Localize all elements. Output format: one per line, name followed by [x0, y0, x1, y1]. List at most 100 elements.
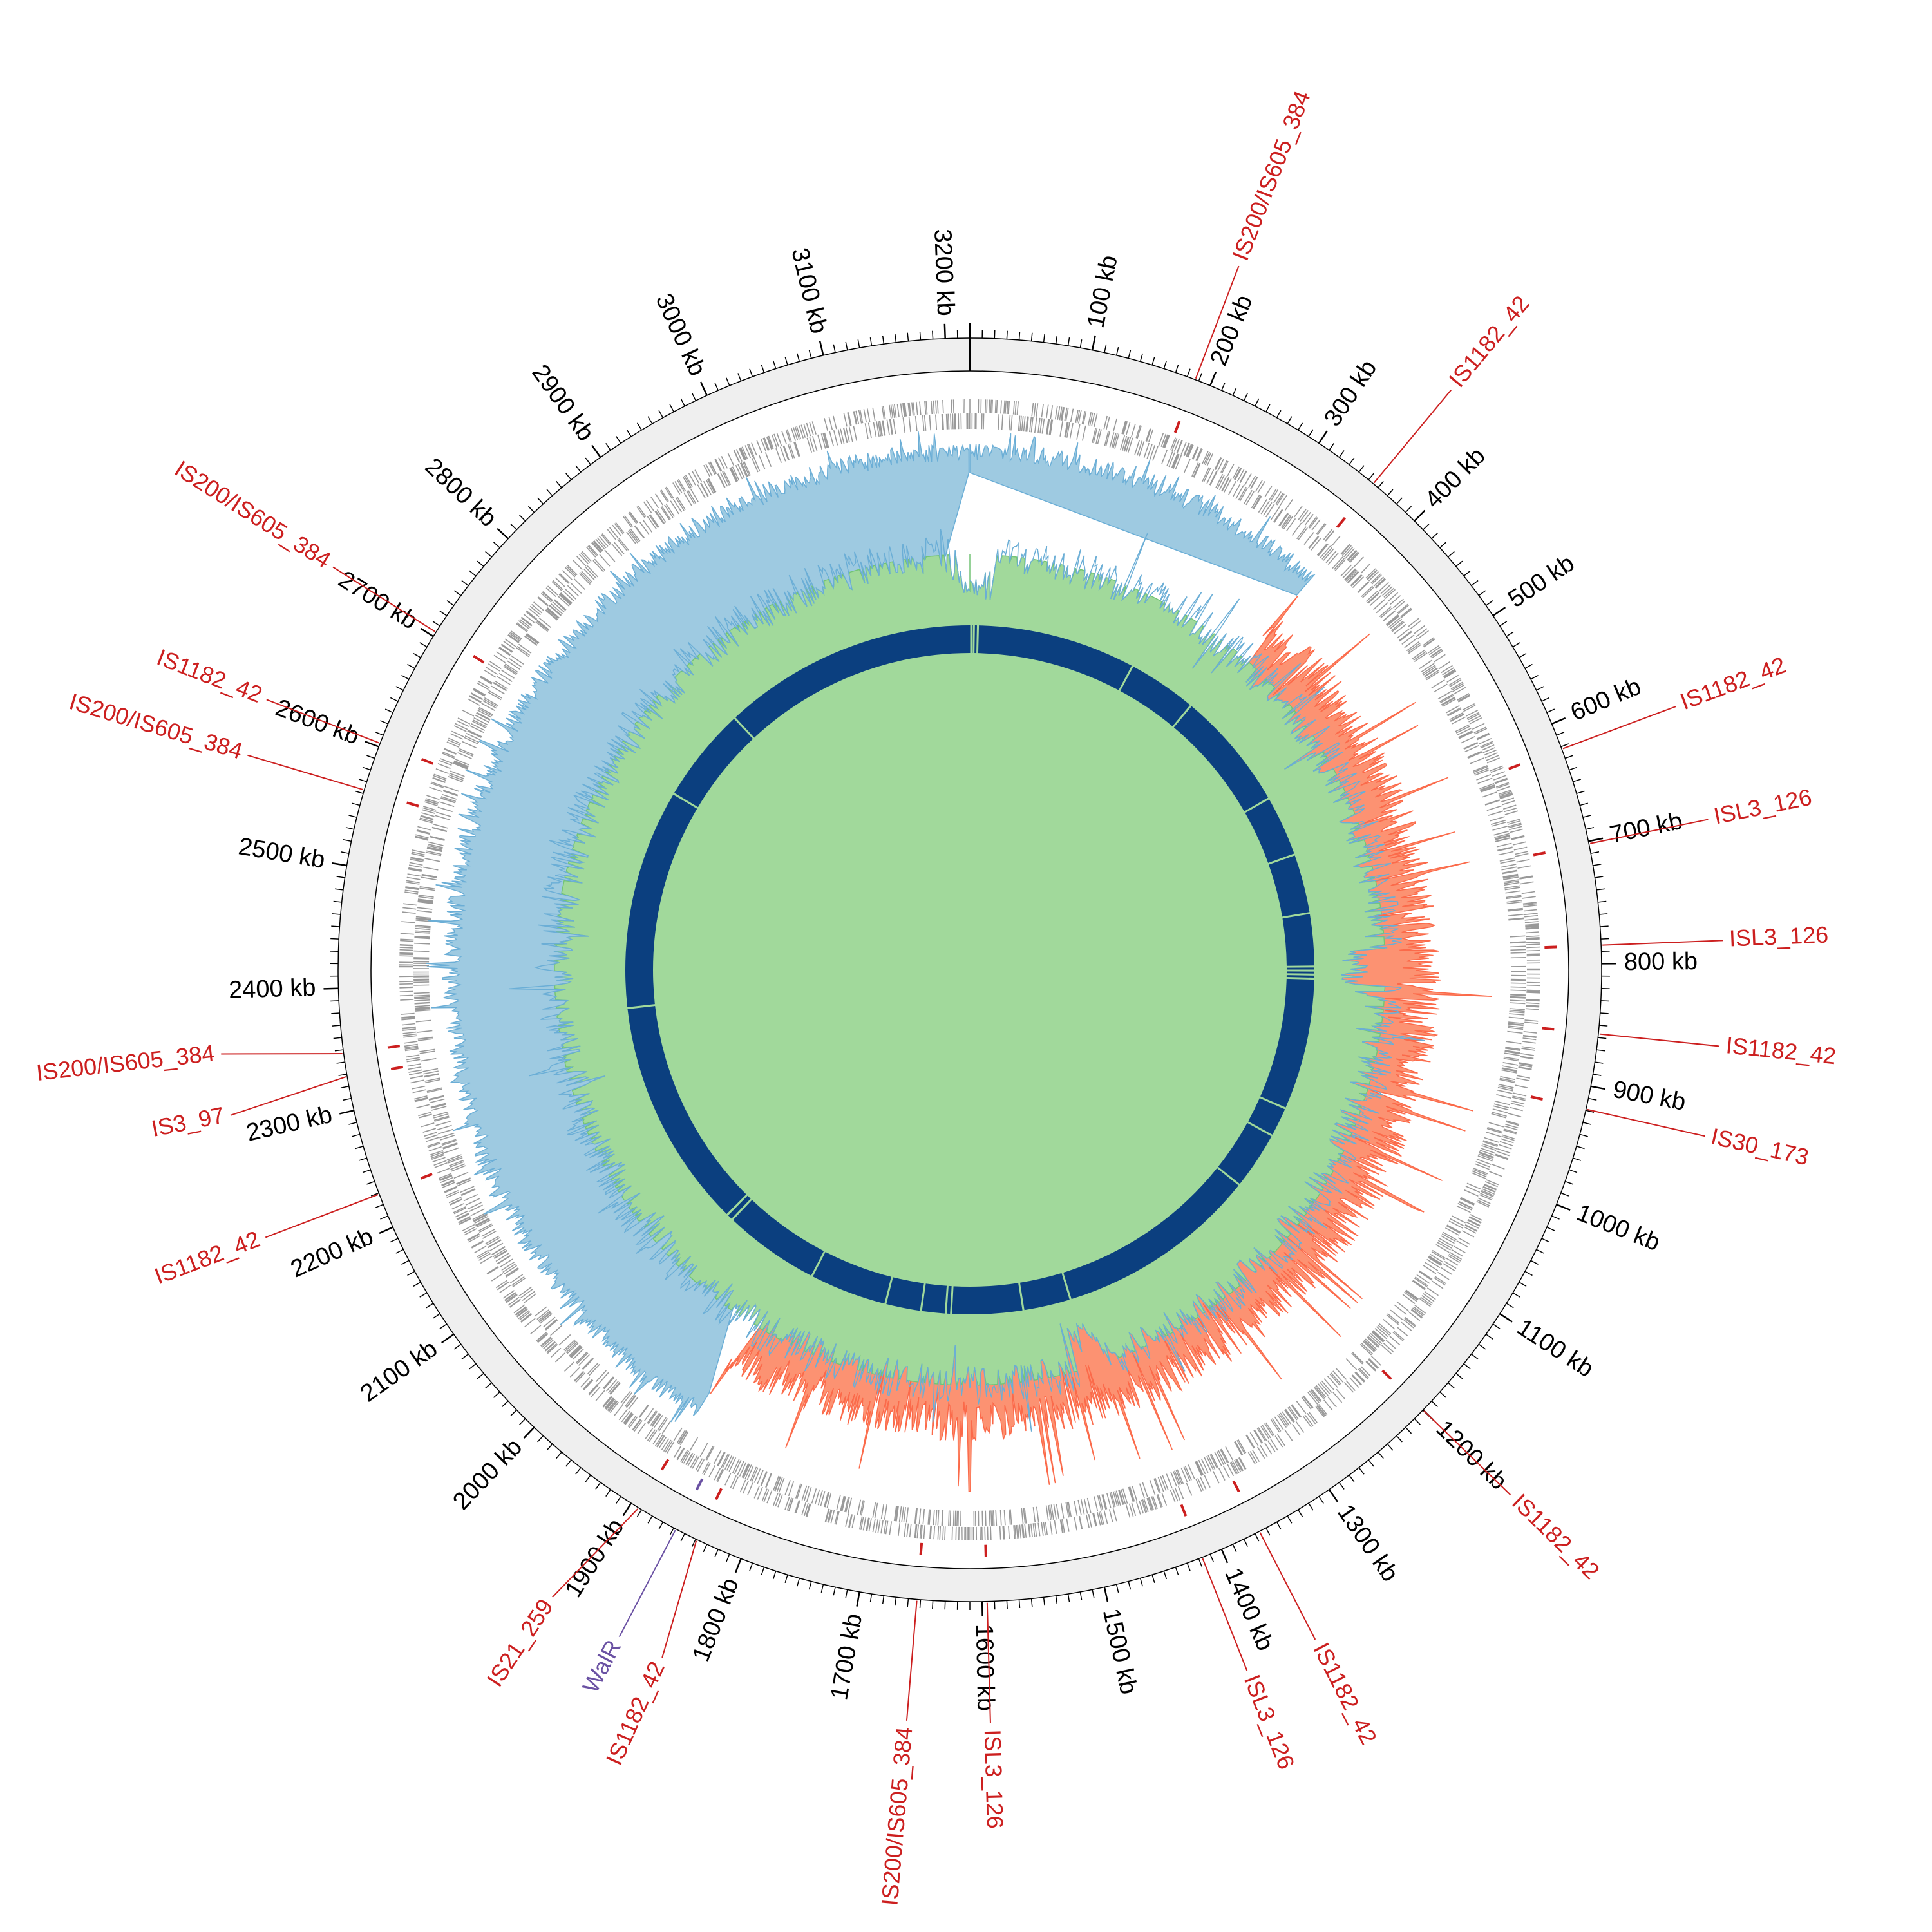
minor-tick — [1423, 523, 1430, 531]
minor-tick — [714, 1549, 719, 1558]
minor-tick — [419, 642, 428, 648]
minor-tick — [1128, 350, 1132, 359]
tick-label: 400 kb — [1420, 442, 1491, 514]
minor-tick — [1586, 1110, 1595, 1113]
minor-tick — [446, 600, 454, 606]
gc-content-track — [508, 529, 1425, 1432]
contig — [978, 625, 1132, 690]
minor-tick — [1232, 387, 1237, 396]
minor-tick — [1043, 1597, 1045, 1606]
minor-tick — [1593, 864, 1602, 866]
minor-tick — [1551, 1215, 1560, 1220]
major-tick — [1556, 1204, 1571, 1211]
feature-mark — [1336, 516, 1346, 529]
minor-tick — [1298, 1509, 1303, 1517]
minor-tick — [1471, 580, 1479, 587]
major-tick — [1499, 1312, 1513, 1323]
tick-label: 1100 kb — [1512, 1314, 1598, 1383]
feature-mark — [421, 758, 434, 765]
major-tick — [379, 1226, 393, 1235]
contig — [813, 1251, 891, 1304]
feature-leader-line — [618, 1530, 676, 1638]
minor-tick — [1524, 663, 1533, 669]
major-tick — [497, 527, 509, 540]
major-tick — [1318, 430, 1328, 444]
minor-tick — [1163, 1571, 1168, 1580]
minor-tick — [1486, 600, 1493, 606]
minor-tick — [340, 1086, 349, 1088]
is-element-label: IS30_173 — [1709, 1122, 1811, 1170]
minor-tick — [469, 1363, 477, 1370]
minor-tick — [1405, 506, 1412, 513]
minor-tick — [1506, 631, 1514, 637]
minor-tick — [331, 925, 340, 927]
minor-tick — [605, 442, 611, 451]
contig — [625, 794, 697, 1007]
major-tick — [1588, 837, 1604, 842]
minor-tick — [1358, 1467, 1365, 1475]
minor-tick — [1565, 1180, 1573, 1185]
contig — [1282, 914, 1314, 966]
is-element-label: IS200/IS605_384 — [170, 455, 336, 573]
contig — [735, 625, 971, 738]
minor-tick — [1431, 1401, 1438, 1408]
minor-tick — [1287, 416, 1293, 424]
minor-tick — [1600, 938, 1609, 940]
gene-label: WalR — [577, 1636, 627, 1698]
minor-tick — [1506, 1303, 1514, 1309]
minor-tick — [585, 457, 591, 465]
minor-tick — [895, 1597, 897, 1606]
contig — [922, 1283, 947, 1314]
tick-label: 100 kb — [1082, 253, 1122, 330]
feature-mark — [1533, 851, 1546, 857]
minor-tick — [1198, 1558, 1202, 1567]
minor-tick — [419, 1292, 428, 1298]
minor-tick — [636, 1509, 642, 1517]
minor-tick — [1599, 1025, 1608, 1027]
is-element-label: IS1182_42 — [1308, 1638, 1382, 1748]
minor-tick — [1546, 1226, 1555, 1231]
tick-label: 2900 kb — [527, 360, 600, 446]
minor-tick — [348, 1122, 357, 1125]
minor-tick — [334, 1049, 343, 1052]
major-tick — [1328, 1489, 1338, 1502]
is-element-label: ISL3_126 — [1712, 784, 1814, 829]
minor-tick — [502, 1401, 509, 1408]
minor-tick — [1079, 339, 1083, 348]
minor-tick — [461, 1353, 469, 1360]
minor-tick — [1378, 1452, 1384, 1459]
minor-tick — [493, 542, 500, 549]
minor-tick — [1478, 1343, 1486, 1350]
contig — [674, 719, 753, 808]
minor-tick — [1573, 1157, 1582, 1161]
tick-label: 2800 kb — [420, 453, 502, 532]
minor-tick — [585, 1475, 591, 1482]
is-element-label: IS1182_42 — [1676, 652, 1789, 715]
minor-tick — [1308, 1502, 1314, 1511]
minor-tick — [882, 336, 885, 345]
tick-label: 1300 kb — [1332, 1500, 1403, 1587]
major-tick — [1492, 607, 1506, 617]
minor-tick — [1151, 357, 1155, 365]
minor-tick — [1582, 1122, 1591, 1125]
minor-tick — [1387, 489, 1394, 497]
minor-tick — [647, 1515, 653, 1524]
contig — [1063, 1168, 1239, 1300]
is-element-label: IS1182_42 — [151, 1226, 263, 1289]
minor-tick — [432, 621, 440, 627]
major-tick — [735, 1558, 742, 1573]
contig — [1173, 706, 1269, 811]
minor-tick — [1276, 1522, 1282, 1530]
minor-tick — [333, 1037, 342, 1039]
major-tick — [332, 862, 347, 867]
minor-tick — [994, 330, 996, 339]
minor-tick — [797, 353, 800, 362]
tick-label: 1200 kb — [1431, 1415, 1512, 1495]
contig — [627, 1006, 746, 1215]
tick-label: 2000 kb — [448, 1434, 527, 1515]
minor-tick — [1439, 1391, 1447, 1398]
feature-mark — [406, 801, 419, 808]
minor-tick — [626, 429, 632, 437]
minor-tick — [439, 1323, 448, 1329]
minor-tick — [469, 570, 477, 576]
